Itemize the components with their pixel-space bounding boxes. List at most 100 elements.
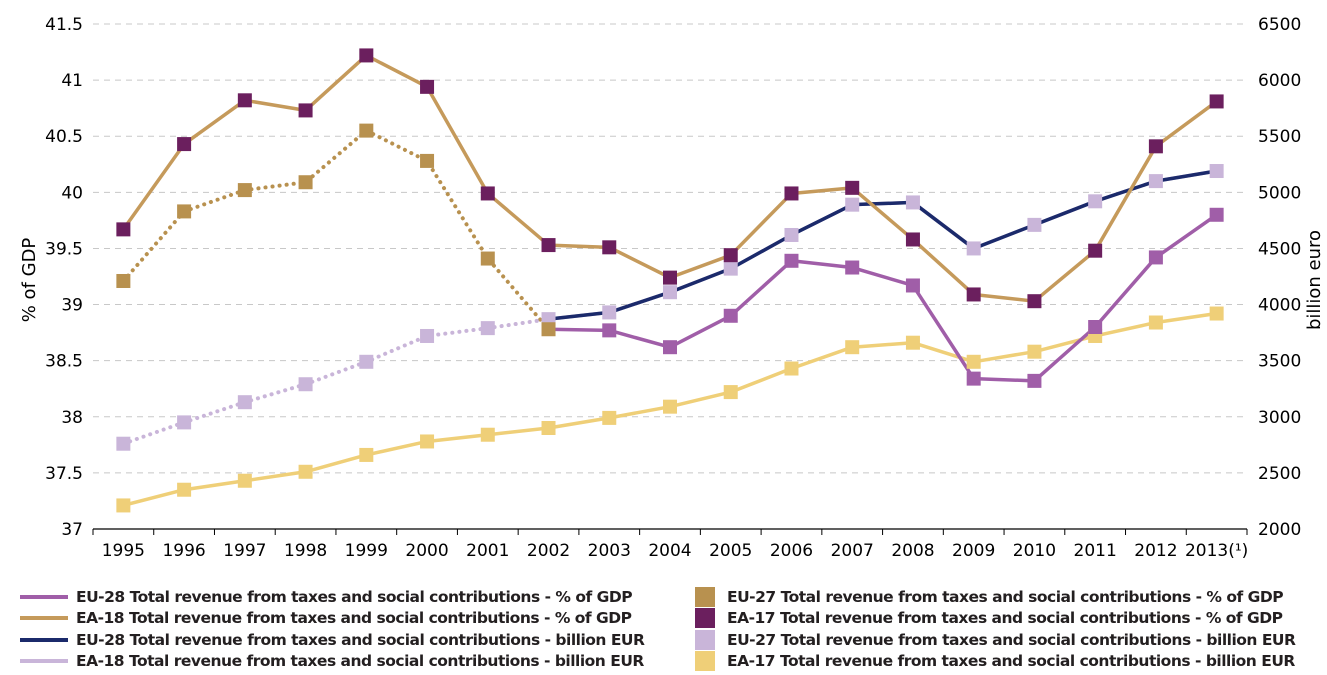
eu27-eur-point (1088, 194, 1103, 209)
ea17-gdp-point (602, 240, 617, 255)
x-tick-label: 1998 (284, 541, 327, 561)
x-tick-label: 2008 (891, 541, 934, 561)
eu27-gdp-point (966, 371, 981, 386)
x-axis-ticks: 1995 1996 1997 1998 1999 2000 2001 2002 2003 2004… (102, 541, 1249, 561)
eu27-eur-point (237, 395, 252, 410)
legend-label: EA-18 Total revenue from taxes and socia… (76, 652, 644, 670)
ea17-gdp-point (966, 287, 981, 302)
y2-tick-label: 6500 (1258, 15, 1301, 35)
x-tick-label: 2010 (1013, 541, 1056, 561)
y-tick-label: 38.5 (45, 352, 83, 372)
x-tick-label: 2001 (466, 541, 509, 561)
y-axis-right-title: billion euro (1304, 230, 1325, 330)
x-tick-label: 2013(¹) (1185, 541, 1248, 561)
ea17-gdp-point (905, 232, 920, 247)
eu27-eur-point (1148, 174, 1163, 189)
y2-tick-label: 4000 (1258, 296, 1301, 316)
ea17-eur-point (541, 421, 556, 435)
y-tick-label: 39.5 (45, 239, 83, 259)
legend-label: EU-27 Total revenue from taxes and socia… (727, 587, 1284, 606)
ea17-eur-point (663, 399, 677, 414)
ea17-eur-point (784, 361, 799, 376)
x-tick-label: 2011 (1074, 541, 1117, 561)
eu27-gdp-point (663, 340, 677, 355)
ea17-eur-point (723, 385, 738, 400)
series-eu28-eur-line (548, 169, 1217, 321)
gridlines (93, 23, 1247, 474)
x-tick-label: 2003 (588, 541, 631, 561)
eu27-eur-point (663, 285, 677, 300)
x-tick-label: 2009 (952, 541, 995, 561)
ea17-gdp-point (177, 137, 192, 152)
y-axis-right-ticks: 2000 2500 3000 3500 4000 4500 5000 5500 6000 6500 (1258, 15, 1301, 540)
x-tick-label: 2002 (527, 541, 570, 561)
ea17-gdp-point (541, 238, 556, 253)
legend-label: EA-17 Total revenue from taxes and socia… (727, 609, 1283, 627)
legend-item: EU-28 Total revenue from taxes and socia… (20, 629, 645, 650)
x-tick-label: 1995 (102, 541, 145, 561)
legend-item: EA-18 Total revenue from taxes and socia… (20, 651, 644, 672)
series-eu28-gdp-line (548, 213, 1218, 383)
ea17-gdp-point (1088, 243, 1103, 258)
legend-item: EA-17 Total revenue from taxes and socia… (695, 608, 1283, 629)
ea17-eur-point (1027, 344, 1042, 359)
ea17-eur-point (602, 410, 617, 425)
y-tick-label: 39 (61, 296, 83, 316)
ea17-gdp-point (663, 270, 677, 285)
legend-label: EU-27 Total revenue from taxes and socia… (727, 630, 1296, 649)
eu27-eur-point (298, 377, 313, 392)
legend: EU-28 Total revenue from taxes and socia… (20, 586, 1320, 672)
x-tick-label: 2005 (709, 541, 752, 561)
x-tick-label: 2006 (770, 541, 813, 561)
y-tick-label: 41.5 (45, 15, 83, 35)
ea17-gdp-point (723, 248, 738, 263)
y2-tick-label: 6000 (1258, 71, 1301, 91)
eu27-gdp-point (1209, 207, 1224, 222)
eu27-gdp-point (1088, 320, 1103, 334)
eu27-eur-point (723, 261, 738, 276)
x-tick-label: 1999 (345, 541, 388, 561)
x-tick-label: 2004 (648, 541, 691, 561)
ea17-eur-point (905, 335, 920, 350)
y-tick-label: 41 (61, 71, 83, 91)
x-tick-label: 2000 (405, 541, 448, 561)
eu27-eur-point (359, 354, 374, 369)
legend-item: EA-17 Total revenue from taxes and socia… (695, 651, 1295, 672)
eu27-gdp-point (784, 253, 799, 268)
y-tick-label: 38 (61, 408, 83, 428)
ea17-eur-point (359, 447, 374, 462)
eu27-gdp-point (905, 278, 920, 293)
ea17-eur-point (480, 427, 495, 442)
ea17-gdp-point (298, 103, 313, 118)
legend-item: EU-27 Total revenue from taxes and socia… (695, 586, 1284, 607)
eu27-eur-point (966, 241, 981, 256)
ea17-gdp-point (1209, 94, 1224, 109)
ea17-eur-point (966, 354, 981, 369)
y2-tick-label: 2000 (1258, 520, 1301, 540)
x-tick-label: 2007 (831, 541, 874, 561)
y-tick-label: 37.5 (45, 464, 83, 484)
eu27-gdp-point (602, 323, 617, 338)
y-tick-label: 37 (61, 520, 83, 540)
eu27-eur-point (116, 436, 131, 451)
y-axis-left-ticks: 37 37.5 38 38.5 39 39.5 40 40.5 41 41.5 (45, 15, 83, 540)
eu27-eur-point (845, 197, 860, 212)
y-tick-label: 40.5 (45, 127, 83, 147)
legend-label: EU-28 Total revenue from taxes and socia… (76, 630, 645, 649)
eu27-gdp-point (1027, 373, 1042, 388)
eu27-eur-point (177, 415, 192, 430)
eu27-eur-point (784, 227, 799, 242)
ea17-gdp-point (480, 186, 495, 201)
series-eu27-gdp-dotted (121, 128, 551, 332)
legend-item: EU-27 Total revenue from taxes and socia… (695, 629, 1296, 650)
series-ea18-gdp-line (121, 53, 1218, 303)
eu27-gdp-point (359, 123, 374, 138)
eu27-eur-point (420, 328, 435, 343)
eu27-eur-point (602, 305, 617, 320)
y2-tick-label: 5000 (1258, 183, 1301, 203)
legend-label: EA-17 Total revenue from taxes and socia… (727, 652, 1295, 670)
series-layer (116, 48, 1224, 513)
ea17-eur-point (237, 473, 252, 488)
legend-item: EA-18 Total revenue from taxes and socia… (20, 608, 632, 629)
legend-box-swatch (695, 651, 715, 671)
